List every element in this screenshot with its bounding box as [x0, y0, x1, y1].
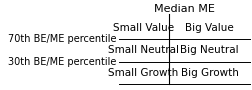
Text: Big Neutral: Big Neutral — [180, 45, 239, 55]
Text: 30th BE/ME percentile: 30th BE/ME percentile — [8, 57, 116, 67]
Text: Small Value: Small Value — [113, 23, 174, 33]
Text: Big Growth: Big Growth — [181, 68, 239, 78]
Text: 70th BE/ME percentile: 70th BE/ME percentile — [8, 34, 116, 44]
Text: Median ME: Median ME — [154, 4, 215, 14]
Text: Big Value: Big Value — [185, 23, 234, 33]
Text: Small Growth: Small Growth — [108, 68, 179, 78]
Text: Small Neutral: Small Neutral — [108, 45, 179, 55]
